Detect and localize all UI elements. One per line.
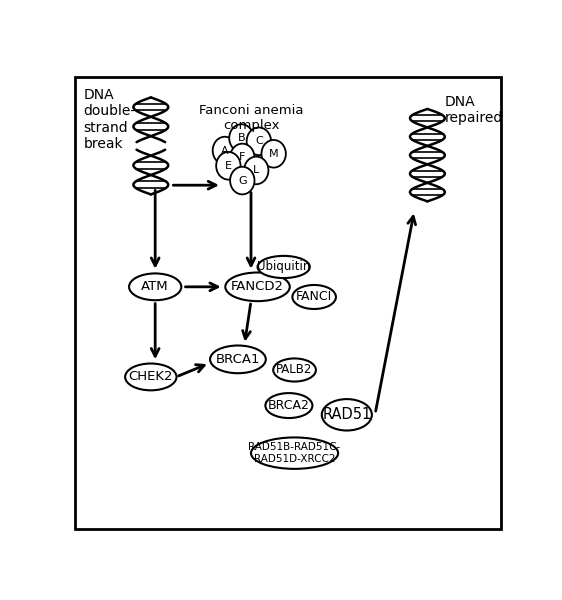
Ellipse shape — [251, 437, 338, 469]
Ellipse shape — [273, 358, 316, 382]
Text: B: B — [238, 133, 245, 143]
FancyBboxPatch shape — [75, 77, 501, 529]
Text: CHEK2: CHEK2 — [129, 370, 173, 383]
Ellipse shape — [230, 143, 255, 171]
Text: RAD51B-RAD51C-
RAD51D-XRCC2: RAD51B-RAD51C- RAD51D-XRCC2 — [248, 442, 341, 464]
Ellipse shape — [225, 272, 290, 301]
Ellipse shape — [261, 140, 286, 167]
Ellipse shape — [292, 285, 336, 309]
Text: ATM: ATM — [142, 280, 169, 293]
Text: FANCD2: FANCD2 — [231, 280, 284, 293]
Text: BRCA2: BRCA2 — [268, 399, 310, 412]
Text: Ubiquitin: Ubiquitin — [257, 260, 310, 274]
Text: DNA
double-
strand
break: DNA double- strand break — [83, 88, 135, 151]
Ellipse shape — [257, 256, 310, 278]
Ellipse shape — [125, 364, 176, 391]
Text: A: A — [221, 146, 229, 155]
Ellipse shape — [265, 393, 312, 418]
Ellipse shape — [212, 137, 237, 164]
Text: FANCI: FANCI — [296, 290, 332, 304]
Ellipse shape — [229, 124, 253, 152]
Text: C: C — [255, 136, 262, 146]
Text: PALB2: PALB2 — [277, 364, 312, 376]
Text: RAD51: RAD51 — [322, 407, 371, 422]
Ellipse shape — [322, 399, 372, 431]
Text: Fanconi anemia
complex: Fanconi anemia complex — [199, 104, 303, 133]
Text: BRCA1: BRCA1 — [216, 353, 260, 366]
Text: F: F — [239, 152, 246, 163]
Text: E: E — [225, 161, 232, 171]
Text: G: G — [238, 176, 247, 185]
Ellipse shape — [216, 152, 241, 179]
Ellipse shape — [230, 167, 255, 194]
Ellipse shape — [244, 157, 269, 184]
Text: M: M — [269, 149, 278, 159]
Ellipse shape — [210, 346, 266, 373]
Text: DNA
repaired: DNA repaired — [445, 95, 503, 125]
Text: L: L — [253, 166, 259, 175]
Ellipse shape — [129, 274, 182, 300]
Ellipse shape — [247, 127, 271, 155]
